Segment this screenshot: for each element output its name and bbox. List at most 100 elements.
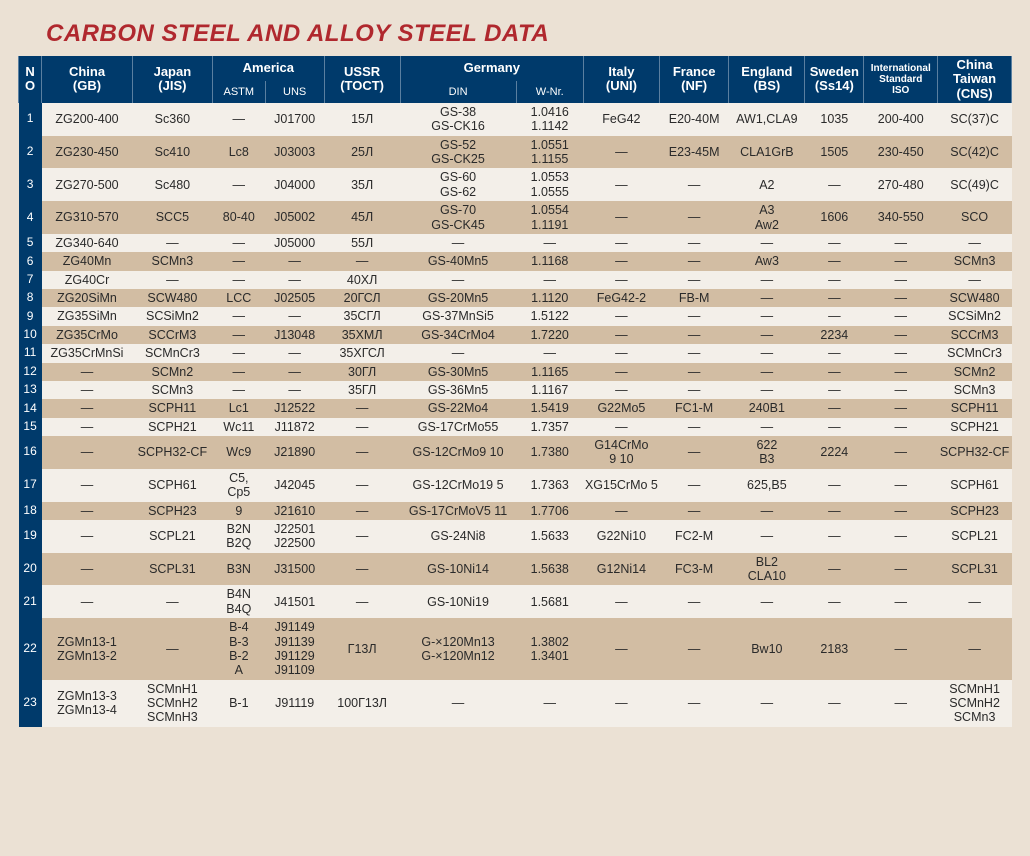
cell-no: 13	[19, 381, 42, 399]
cell-no: 9	[19, 307, 42, 325]
cell-nf: —	[659, 307, 729, 325]
cell-wnr: 1.5419	[516, 399, 583, 417]
cell-nf: —	[659, 201, 729, 234]
cell-cns: SCPH61	[938, 469, 1012, 502]
cell-cns: SCPH23	[938, 502, 1012, 520]
cell-din: GS-52 GS-CK25	[400, 136, 516, 169]
table-row: 11ZG35CrMnSiSCMnCr3——35XГСЛ———————SCMnCr…	[19, 344, 1012, 362]
cell-iso: —	[864, 252, 938, 270]
cell-wnr: 1.7357	[516, 418, 583, 436]
cell-bs: CLA1GrB	[729, 136, 805, 169]
cell-no: 2	[19, 136, 42, 169]
cell-toct: 45Л	[324, 201, 400, 234]
cell-uni: —	[583, 234, 659, 252]
cell-bs: —	[729, 680, 805, 727]
cell-uns: J11872	[265, 418, 324, 436]
cell-nf: FC1-M	[659, 399, 729, 417]
cell-ss14: 1505	[805, 136, 864, 169]
cell-astm: —	[212, 168, 265, 201]
cell-din: GS-37MnSi5	[400, 307, 516, 325]
cell-iso: —	[864, 436, 938, 469]
table-row: 2ZG230-450Sc410Lc8J0300325ЛGS-52 GS-CK25…	[19, 136, 1012, 169]
table-row: 13—SCMn3——35ГЛGS-36Mn51.1167—————SCMn3	[19, 381, 1012, 399]
cell-din: —	[400, 234, 516, 252]
column-header: NO	[19, 56, 42, 103]
table-row: 7ZG40Cr———40XЛ————————	[19, 271, 1012, 289]
cell-bs: —	[729, 502, 805, 520]
cell-astm: Lc8	[212, 136, 265, 169]
cell-wnr: 1.7380	[516, 436, 583, 469]
cell-din: GS-17CrMoV5 11	[400, 502, 516, 520]
cell-toct: —	[324, 252, 400, 270]
cell-no: 15	[19, 418, 42, 436]
cell-wnr: 1.7363	[516, 469, 583, 502]
cell-bs: —	[729, 381, 805, 399]
cell-uns: J01700	[265, 103, 324, 136]
cell-astm: B3N	[212, 553, 265, 586]
cell-gb: ZG200-400	[42, 103, 133, 136]
cell-no: 17	[19, 469, 42, 502]
cell-gb: ZG40Mn	[42, 252, 133, 270]
cell-cns: SCW480	[938, 289, 1012, 307]
cell-uns: —	[265, 344, 324, 362]
cell-wnr: 1.5681	[516, 585, 583, 618]
cell-no: 11	[19, 344, 42, 362]
cell-wnr: 1.5633	[516, 520, 583, 553]
cell-cns: —	[938, 234, 1012, 252]
cell-cns: SCPL21	[938, 520, 1012, 553]
cell-gb: —	[42, 363, 133, 381]
cell-iso: —	[864, 553, 938, 586]
cell-jis: —	[132, 271, 212, 289]
column-header: ChinaTaiwan(CNS)	[938, 56, 1012, 103]
cell-wnr: 1.5122	[516, 307, 583, 325]
cell-iso: —	[864, 326, 938, 344]
cell-bs: —	[729, 307, 805, 325]
cell-cns: SC(37)C	[938, 103, 1012, 136]
cell-toct: —	[324, 418, 400, 436]
cell-jis: SCMn3	[132, 381, 212, 399]
cell-uns: J41501	[265, 585, 324, 618]
cell-nf: FC2-M	[659, 520, 729, 553]
cell-din: GS-22Mo4	[400, 399, 516, 417]
cell-uni: —	[583, 381, 659, 399]
cell-uni: —	[583, 252, 659, 270]
cell-no: 19	[19, 520, 42, 553]
cell-cns: SCPL31	[938, 553, 1012, 586]
cell-wnr: 1.1168	[516, 252, 583, 270]
cell-uni: —	[583, 585, 659, 618]
cell-uns: J91149 J91139 J91129 J91109	[265, 618, 324, 680]
cell-iso: —	[864, 418, 938, 436]
cell-wnr: 1.5638	[516, 553, 583, 586]
cell-iso: —	[864, 271, 938, 289]
cell-jis: SCPH11	[132, 399, 212, 417]
cell-jis: —	[132, 585, 212, 618]
cell-uns: J05002	[265, 201, 324, 234]
cell-gb: —	[42, 436, 133, 469]
cell-gb: ZG270-500	[42, 168, 133, 201]
cell-jis: SCC5	[132, 201, 212, 234]
cell-ss14: —	[805, 381, 864, 399]
cell-toct: —	[324, 436, 400, 469]
cell-ss14: —	[805, 399, 864, 417]
cell-astm: C5, Cp5	[212, 469, 265, 502]
cell-cns: SCSiMn2	[938, 307, 1012, 325]
cell-jis: SCPL21	[132, 520, 212, 553]
cell-uns: J05000	[265, 234, 324, 252]
table-row: 8ZG20SiMnSCW480LCCJ0250520ГСЛGS-20Mn51.1…	[19, 289, 1012, 307]
column-header: Germany	[400, 56, 583, 81]
cell-bs: 622 B3	[729, 436, 805, 469]
column-subheader: W-Nr.	[516, 81, 583, 103]
cell-gb: ZG35CrMo	[42, 326, 133, 344]
column-header: Italy(UNI)	[583, 56, 659, 103]
cell-iso: 200-400	[864, 103, 938, 136]
cell-cns: SC(42)C	[938, 136, 1012, 169]
cell-cns: —	[938, 271, 1012, 289]
page-container: CARBON STEEL AND ALLOY STEEL DATA NOChin…	[0, 0, 1030, 727]
cell-ss14: 1606	[805, 201, 864, 234]
cell-uns: J02505	[265, 289, 324, 307]
cell-cns: SCO	[938, 201, 1012, 234]
table-row: 21——B4N B4QJ41501—GS-10Ni191.5681——————	[19, 585, 1012, 618]
cell-bs: AW1,CLA9	[729, 103, 805, 136]
cell-jis: SCMnH1 SCMnH2 SCMnH3	[132, 680, 212, 727]
cell-toct: 55Л	[324, 234, 400, 252]
